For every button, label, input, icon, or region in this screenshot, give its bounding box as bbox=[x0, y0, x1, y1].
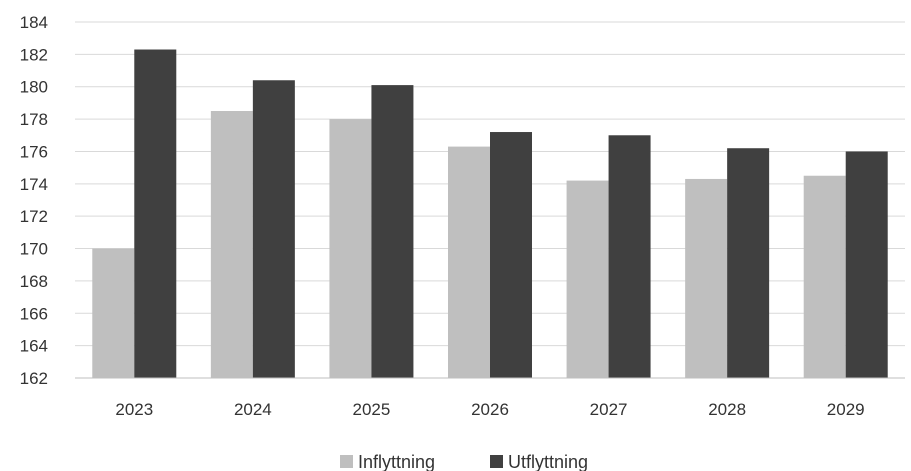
y-axis: 162 164 166 168 170 172 174 176 178 180 182 184 bbox=[20, 13, 48, 388]
x-axis: 2023 2024 2025 2026 2027 2028 2029 bbox=[75, 377, 905, 419]
bar-utflyttning-2025 bbox=[371, 85, 414, 378]
bar-inflyttning-2028 bbox=[685, 178, 728, 378]
y-tick-label: 180 bbox=[20, 78, 48, 97]
legend-label-inflyttning: Inflyttning bbox=[358, 452, 435, 471]
y-tick-label: 178 bbox=[20, 110, 48, 129]
y-tick-label: 162 bbox=[20, 369, 48, 388]
bar-utflyttning-2029 bbox=[845, 151, 888, 378]
y-tick-label: 168 bbox=[20, 272, 48, 291]
bar-inflyttning-2029 bbox=[803, 175, 846, 378]
legend-label-utflyttning: Utflyttning bbox=[508, 452, 588, 471]
x-tick-label: 2027 bbox=[590, 400, 628, 419]
bar-utflyttning-2024 bbox=[252, 80, 295, 378]
bar-utflyttning-2026 bbox=[490, 132, 532, 378]
legend-swatch-utflyttning bbox=[490, 455, 503, 468]
y-tick-label: 176 bbox=[20, 142, 48, 161]
y-tick-label: 182 bbox=[20, 45, 48, 64]
y-tick-label: 166 bbox=[20, 304, 48, 323]
bar-inflyttning-2026 bbox=[448, 146, 490, 378]
y-tick-label: 174 bbox=[20, 175, 48, 194]
bar-utflyttning-2028 bbox=[727, 148, 770, 378]
bar-inflyttning-2023 bbox=[92, 248, 135, 378]
bar-inflyttning-2025 bbox=[329, 119, 372, 378]
bar-inflyttning-2027 bbox=[566, 180, 609, 378]
y-tick-label: 164 bbox=[20, 337, 48, 356]
x-tick-label: 2024 bbox=[234, 400, 272, 419]
y-tick-label: 170 bbox=[20, 240, 48, 259]
bar-utflyttning-2023 bbox=[134, 49, 177, 378]
bars bbox=[92, 49, 888, 378]
bar-inflyttning-2024 bbox=[210, 111, 253, 378]
x-tick-label: 2026 bbox=[471, 400, 509, 419]
legend: Inflyttning Utflyttning bbox=[340, 452, 588, 471]
legend-swatch-inflyttning bbox=[340, 455, 353, 468]
x-tick-label: 2028 bbox=[708, 400, 746, 419]
x-tick-label: 2023 bbox=[115, 400, 153, 419]
bar-utflyttning-2027 bbox=[608, 135, 651, 378]
x-tick-label: 2029 bbox=[827, 400, 865, 419]
y-tick-label: 172 bbox=[20, 207, 48, 226]
x-tick-label: 2025 bbox=[353, 400, 391, 419]
y-tick-label: 184 bbox=[20, 13, 48, 32]
